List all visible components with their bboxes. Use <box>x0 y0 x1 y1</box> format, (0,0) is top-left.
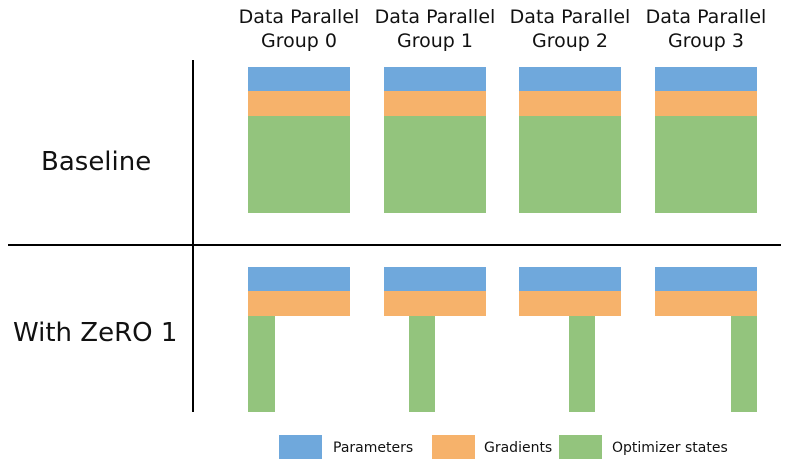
optimizer-shard <box>731 316 757 412</box>
zero-group-1 <box>384 267 486 412</box>
optimizer-shard <box>248 316 275 412</box>
gradients-block <box>248 291 350 316</box>
zero-group-0 <box>248 267 350 412</box>
legend-optimizer-swatch <box>559 435 602 459</box>
zero-group-2 <box>519 267 621 412</box>
legend <box>279 435 602 459</box>
legend-optimizer-label: Optimizer states <box>612 440 728 456</box>
gradients-block <box>655 91 757 116</box>
optimizer-shard <box>569 316 595 412</box>
legend-gradients-label: Gradients <box>484 440 553 456</box>
legend-parameters-swatch <box>279 435 322 459</box>
optimizer-block <box>384 116 486 213</box>
optimizer-block <box>248 116 350 213</box>
gradients-block <box>384 91 486 116</box>
parameters-block <box>519 67 621 91</box>
group-label-3: Data Parallel Group 3 <box>645 6 767 52</box>
row-label-zero: With ZeRO 1 <box>13 318 178 348</box>
gradients-block <box>384 291 486 316</box>
row-label-baseline: Baseline <box>41 147 152 177</box>
baseline-group-0 <box>248 67 350 213</box>
group-label-1: Data Parallel Group 1 <box>374 6 496 52</box>
optimizer-shard <box>409 316 435 412</box>
gradients-block <box>248 91 350 116</box>
parameters-block <box>248 267 350 291</box>
baseline-row <box>248 67 757 213</box>
baseline-group-2 <box>519 67 621 213</box>
optimizer-block <box>655 116 757 213</box>
parameters-block <box>655 67 757 91</box>
baseline-group-3 <box>655 67 757 213</box>
gradients-block <box>519 91 621 116</box>
parameters-block <box>655 267 757 291</box>
gradients-block <box>655 291 757 316</box>
optimizer-block <box>519 116 621 213</box>
parameters-block <box>384 267 486 291</box>
group-label-2: Data Parallel Group 2 <box>509 6 631 52</box>
baseline-group-1 <box>384 67 486 213</box>
zero-group-3 <box>655 267 757 412</box>
parameters-block <box>248 67 350 91</box>
gradients-block <box>519 291 621 316</box>
zero-row <box>248 267 757 412</box>
legend-parameters-label: Parameters <box>333 440 414 456</box>
legend-gradients-swatch <box>432 435 475 459</box>
group-label-0: Data Parallel Group 0 <box>238 6 360 52</box>
parameters-block <box>519 267 621 291</box>
parameters-block <box>384 67 486 91</box>
